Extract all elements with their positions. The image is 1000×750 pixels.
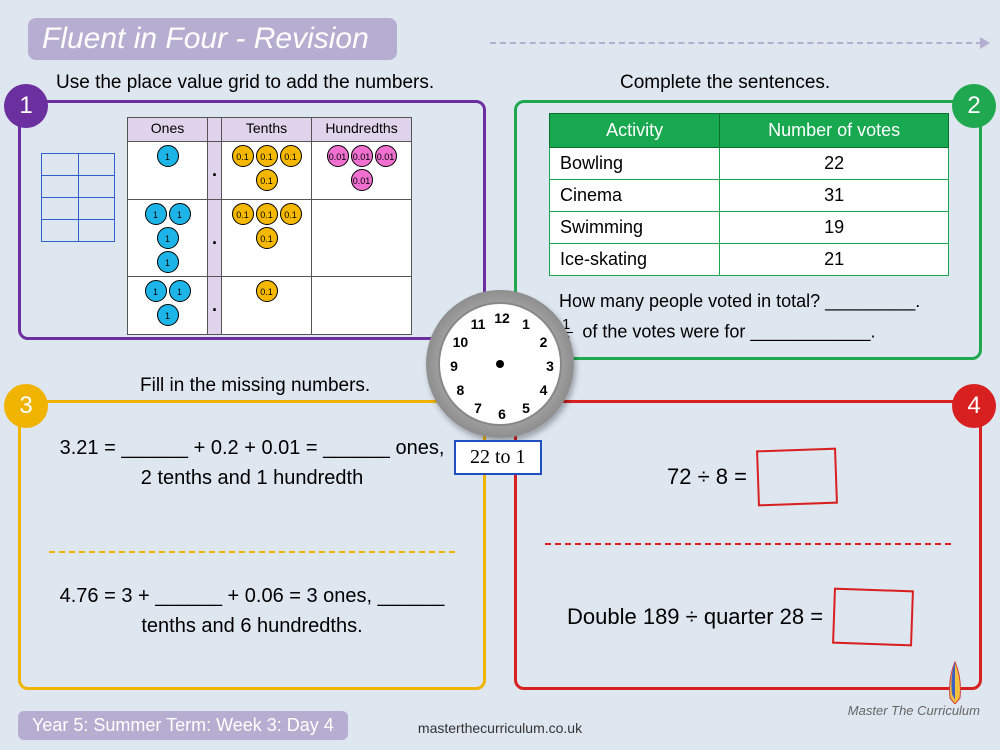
badge-2: 2 bbox=[952, 84, 996, 128]
brand-text: Master The Curriculum bbox=[848, 703, 980, 718]
logo-icon bbox=[940, 660, 970, 704]
question-3-panel: 3.21 = ______ + 0.2 + 0.01 = ______ ones… bbox=[18, 400, 486, 690]
title-decoration bbox=[490, 42, 982, 44]
divider bbox=[545, 543, 951, 545]
q1-prompt: Use the place value grid to add the numb… bbox=[56, 72, 434, 94]
cell-dot: . bbox=[208, 200, 222, 277]
footer-info: Year 5: Summer Term: Week 3: Day 4 bbox=[18, 711, 348, 740]
clock-icon: 121234567891011 bbox=[426, 290, 574, 438]
footer-url: masterthecurriculum.co.uk bbox=[418, 720, 582, 736]
cell-r2-hund bbox=[312, 200, 412, 277]
q2-line2: 1 3 of the votes were for ____________. bbox=[559, 317, 876, 348]
q4-line2: Double 189 ÷ quarter 28 = bbox=[567, 604, 823, 630]
table-row: Ice-skating21 bbox=[550, 244, 949, 276]
q4-line2-wrap: Double 189 ÷ quarter 28 = bbox=[567, 589, 913, 645]
cell-dot: . bbox=[208, 142, 222, 200]
cell-r3-tenths: 0.1 bbox=[222, 277, 312, 335]
table-row: Bowling22 bbox=[550, 148, 949, 180]
q3-line2: 4.76 = 3 + ______ + 0.06 = 3 ones, _____… bbox=[21, 581, 483, 641]
clock-number: 9 bbox=[444, 358, 464, 374]
q3-prompt: Fill in the missing numbers. bbox=[140, 375, 370, 397]
clock-number: 7 bbox=[468, 400, 488, 416]
answer-grid bbox=[41, 153, 115, 242]
clock-number: 5 bbox=[516, 400, 536, 416]
badge-3: 3 bbox=[4, 384, 48, 428]
table-row: Cinema31 bbox=[550, 180, 949, 212]
clock-number: 1 bbox=[516, 316, 536, 332]
place-value-table: Ones Tenths Hundredths 1 . 0.10.10.10.1 … bbox=[127, 117, 412, 335]
header-tenths: Tenths bbox=[222, 118, 312, 142]
badge-1: 1 bbox=[4, 84, 48, 128]
clock-number: 12 bbox=[492, 310, 512, 326]
clock-number: 11 bbox=[468, 316, 488, 332]
answer-box bbox=[756, 448, 838, 507]
cell-r3-ones: 111 bbox=[128, 277, 208, 335]
vote-header-count: Number of votes bbox=[720, 114, 949, 148]
cell-r2-ones: 1111 bbox=[128, 200, 208, 277]
answer-box bbox=[832, 588, 914, 647]
clock-number: 4 bbox=[534, 382, 554, 398]
arrow-icon bbox=[980, 37, 990, 49]
clock-number: 6 bbox=[492, 406, 512, 422]
cell-r1-tenths: 0.10.10.10.1 bbox=[222, 142, 312, 200]
q2-line2-text: of the votes were for ____________. bbox=[577, 321, 875, 341]
table-row: Swimming19 bbox=[550, 212, 949, 244]
header-ones: Ones bbox=[128, 118, 208, 142]
clock-number: 8 bbox=[450, 382, 470, 398]
divider bbox=[49, 551, 455, 553]
cell-r1-hund: 0.010.010.010.01 bbox=[312, 142, 412, 200]
cell-r1-ones: 1 bbox=[128, 142, 208, 200]
question-2-panel: Activity Number of votes Bowling22 Cinem… bbox=[514, 100, 982, 360]
clock-time-label: 22 to 1 bbox=[454, 440, 542, 475]
question-1-panel: Ones Tenths Hundredths 1 . 0.10.10.10.1 … bbox=[18, 100, 486, 340]
clock-number: 3 bbox=[540, 358, 560, 374]
header-hund: Hundredths bbox=[312, 118, 412, 142]
header-dot bbox=[208, 118, 222, 142]
badge-4: 4 bbox=[952, 384, 996, 428]
q2-line1: How many people voted in total? ________… bbox=[559, 291, 920, 312]
q4-line1-wrap: 72 ÷ 8 = bbox=[667, 449, 837, 505]
votes-table: Activity Number of votes Bowling22 Cinem… bbox=[549, 113, 949, 276]
q2-prompt: Complete the sentences. bbox=[620, 72, 830, 94]
cell-r2-tenths: 0.10.10.10.1 bbox=[222, 200, 312, 277]
q3-line1: 3.21 = ______ + 0.2 + 0.01 = ______ ones… bbox=[21, 433, 483, 493]
q4-line1: 72 ÷ 8 = bbox=[667, 464, 747, 490]
cell-r3-hund bbox=[312, 277, 412, 335]
page-title: Fluent in Four - Revision bbox=[28, 18, 397, 60]
cell-dot: . bbox=[208, 277, 222, 335]
question-4-panel: 72 ÷ 8 = Double 189 ÷ quarter 28 = bbox=[514, 400, 982, 690]
clock-number: 2 bbox=[534, 334, 554, 350]
clock-number: 10 bbox=[450, 334, 470, 350]
vote-header-activity: Activity bbox=[550, 114, 720, 148]
